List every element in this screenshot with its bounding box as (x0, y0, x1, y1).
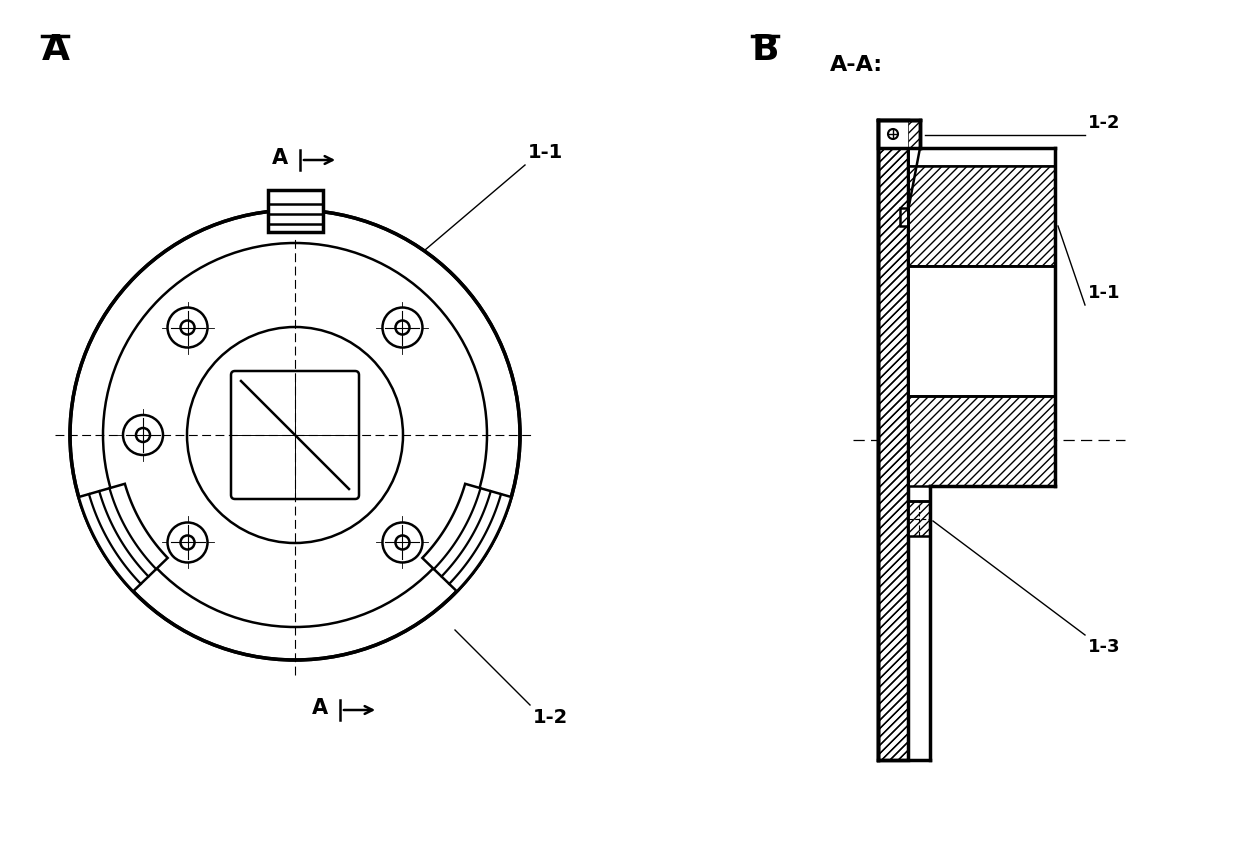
Polygon shape (423, 484, 511, 592)
Text: 1-1: 1-1 (1087, 284, 1121, 302)
Bar (908, 166, 1055, 266)
Circle shape (382, 522, 423, 563)
Circle shape (888, 129, 898, 139)
Text: A-A:: A-A: (830, 55, 883, 75)
Text: A: A (312, 698, 329, 718)
Bar (878, 120, 908, 760)
Bar (908, 120, 920, 148)
Polygon shape (78, 484, 167, 592)
Bar (268, 190, 322, 232)
Text: 1-2: 1-2 (533, 708, 568, 727)
Bar (908, 396, 1055, 486)
Bar (908, 501, 930, 536)
Circle shape (69, 210, 520, 660)
Circle shape (382, 308, 423, 347)
Bar (908, 266, 1055, 396)
Circle shape (123, 415, 162, 455)
Circle shape (167, 522, 207, 563)
Bar (908, 148, 1055, 166)
Bar (900, 208, 908, 226)
Circle shape (167, 308, 207, 347)
Text: 1-2: 1-2 (1087, 114, 1121, 132)
Text: A: A (272, 148, 288, 168)
Bar (878, 120, 920, 148)
Text: 1-3: 1-3 (1087, 638, 1121, 656)
Text: A: A (42, 33, 69, 67)
Text: B: B (751, 33, 780, 67)
Bar (900, 208, 908, 226)
Text: 1-1: 1-1 (528, 143, 563, 162)
Bar (878, 120, 908, 760)
Bar (268, 190, 322, 237)
Bar (908, 501, 930, 536)
